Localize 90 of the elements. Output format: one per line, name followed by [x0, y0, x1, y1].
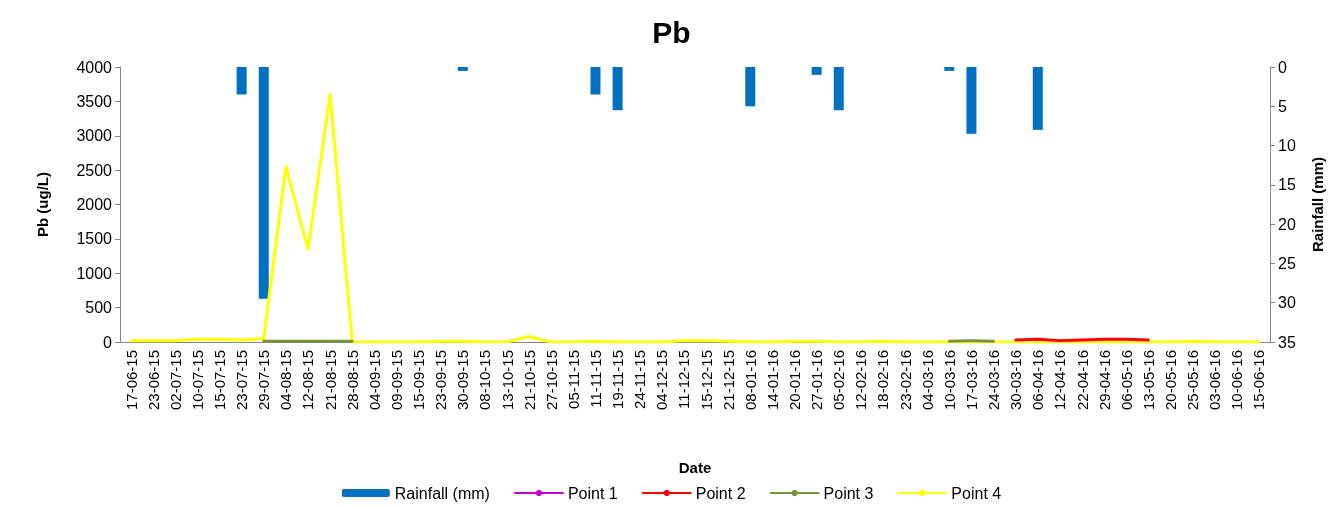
x-tick-label: 30-09-15 — [454, 350, 472, 411]
bar — [612, 67, 623, 111]
x-tick-label: 23-02-16 — [896, 350, 914, 411]
x-tick-label: 09-09-15 — [387, 350, 405, 411]
legend-label: Point 3 — [823, 484, 874, 502]
y-tick-label: 2500 — [76, 161, 113, 179]
x-tick-label: 02-07-15 — [166, 350, 184, 411]
y-tick-label: 4000 — [76, 58, 113, 76]
bar — [590, 67, 601, 95]
legend-label: Point 2 — [695, 484, 746, 502]
y2-tick-label: 30 — [1278, 294, 1296, 312]
line-series — [129, 93, 1261, 344]
y-tick-label: 3500 — [76, 92, 113, 110]
x-tick-label: 04-08-15 — [277, 350, 295, 411]
y-axis-title: Pb (ug/L) — [34, 172, 51, 237]
y-tick-label: 0 — [103, 333, 113, 351]
x-tick-label: 06-04-16 — [1029, 350, 1047, 411]
x-tick-label: 12-02-16 — [852, 350, 870, 411]
x-tick-label: 10-06-16 — [1228, 350, 1246, 411]
x-tick-label: 12-08-15 — [299, 350, 317, 411]
legend-label: Point 4 — [951, 484, 1002, 502]
x-tick-label: 15-09-15 — [410, 350, 428, 411]
legend-label: Rainfall (mm) — [394, 484, 490, 502]
x-tick-label: 24-11-15 — [631, 350, 649, 409]
x-tick-label: 18-02-16 — [874, 350, 892, 411]
x-tick-label: 04-03-16 — [918, 350, 936, 411]
bar — [258, 67, 269, 299]
x-tick-label: 23-07-15 — [233, 350, 251, 411]
x-tick-label: 12-04-16 — [1051, 350, 1069, 411]
x-tick-label: 03-06-16 — [1206, 350, 1224, 411]
x-tick-label: 14-01-16 — [763, 350, 781, 411]
x-tick-label: 10-03-16 — [940, 350, 958, 411]
x-tick-label: 20-01-16 — [786, 350, 804, 411]
x-tick-label: 21-12-15 — [719, 350, 737, 411]
legend-label: Point 1 — [567, 484, 618, 502]
x-tick-label: 20-05-16 — [1161, 350, 1179, 411]
bar — [1032, 67, 1043, 130]
x-tick-label: 05-02-16 — [830, 350, 848, 411]
x-tick-label: 28-08-15 — [343, 350, 361, 411]
x-tick-label: 21-08-15 — [321, 350, 339, 411]
x-tick-label: 06-05-16 — [1117, 350, 1135, 411]
x-tick-label: 08-01-16 — [741, 350, 759, 411]
y-tick-label: 2000 — [76, 196, 113, 213]
x-tick-label: 30-03-16 — [1007, 350, 1025, 411]
x-tick-label: 25-05-16 — [1184, 350, 1202, 411]
y-tick-label: 3000 — [76, 127, 113, 145]
x-tick-label: 13-05-16 — [1139, 350, 1157, 411]
y2-tick-label: 10 — [1278, 137, 1296, 155]
x-tick-label: 27-01-16 — [808, 350, 826, 411]
x-tick-label: 05-11-15 — [564, 350, 582, 409]
x-tick-label: 22-04-16 — [1073, 350, 1091, 411]
x-tick-label: 29-04-16 — [1095, 350, 1113, 411]
bar — [811, 67, 822, 75]
y2-axis-title: Rainfall (mm) — [1309, 156, 1326, 253]
x-axis-title: Date — [678, 459, 712, 476]
x-tick-label: 19-11-15 — [609, 350, 627, 409]
bar — [966, 67, 977, 134]
x-tick-label: 24-03-16 — [985, 350, 1003, 411]
bar — [833, 67, 844, 111]
x-tick-label: 15-06-16 — [1250, 350, 1268, 411]
x-tick-label: 10-07-15 — [188, 350, 206, 411]
y2-tick-label: 15 — [1278, 176, 1296, 194]
y2-tick-label: 5 — [1278, 97, 1287, 115]
x-tick-label: 21-10-15 — [520, 350, 538, 411]
y2-tick-label: 25 — [1278, 254, 1296, 272]
y2-tick-label: 0 — [1278, 58, 1287, 76]
bar — [745, 67, 756, 107]
x-tick-label: 08-10-15 — [476, 350, 494, 411]
chart-title: Pb — [652, 15, 691, 49]
x-tick-label: 15-07-15 — [211, 350, 229, 411]
x-tick-label: 11-12-15 — [675, 350, 693, 409]
x-tick-label: 04-12-15 — [653, 350, 671, 411]
x-tick-label: 17-06-15 — [122, 350, 140, 411]
x-tick-label: 29-07-15 — [255, 350, 273, 411]
x-tick-label: 04-09-15 — [365, 350, 383, 411]
y-tick-label: 500 — [85, 299, 113, 317]
y-tick-label: 1500 — [76, 230, 113, 248]
x-tick-label: 15-12-15 — [697, 350, 715, 411]
bar — [457, 67, 468, 71]
x-tick-label: 27-10-15 — [542, 350, 560, 411]
bar — [944, 67, 955, 71]
bar — [236, 67, 247, 95]
y-tick-label: 1000 — [76, 264, 113, 282]
x-tick-label: 23-09-15 — [432, 350, 450, 411]
x-tick-label: 23-06-15 — [144, 350, 162, 411]
x-tick-label: 17-03-16 — [962, 350, 980, 411]
y2-tick-label: 20 — [1278, 215, 1296, 233]
y2-tick-label: 35 — [1278, 333, 1296, 351]
x-tick-label: 13-10-15 — [498, 350, 516, 411]
x-tick-label: 11-11-15 — [586, 350, 604, 408]
